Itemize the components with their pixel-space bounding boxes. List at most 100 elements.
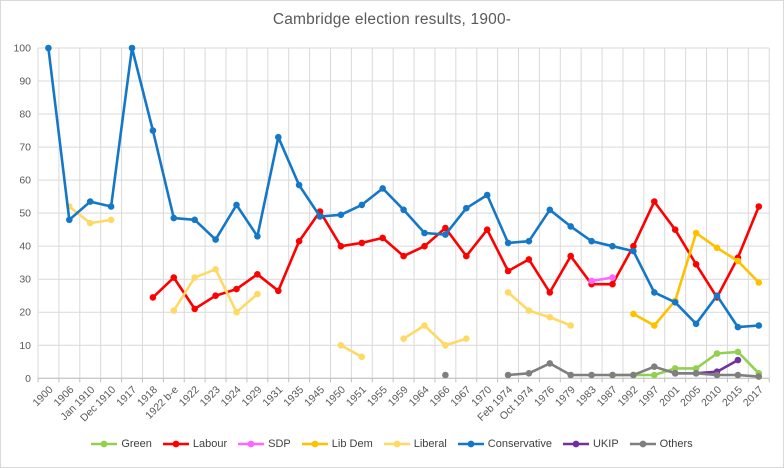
data-point-liberal bbox=[191, 274, 198, 281]
data-point-liberal bbox=[170, 307, 178, 314]
data-point-labour bbox=[630, 242, 637, 250]
data-point-green bbox=[734, 348, 742, 356]
legend-label: Conservative bbox=[487, 438, 552, 450]
data-point-labour bbox=[170, 274, 178, 281]
x-axis-tick-label: 1924 bbox=[219, 384, 244, 409]
x-axis-tick-label: 2001 bbox=[657, 384, 682, 409]
data-point-green bbox=[671, 365, 679, 372]
x-axis-tick-label: 2005 bbox=[678, 384, 703, 409]
legend-swatch-icon bbox=[383, 440, 410, 448]
data-point-others bbox=[630, 371, 637, 379]
legend-swatch-icon bbox=[238, 440, 265, 448]
data-point-conservative bbox=[275, 133, 282, 141]
data-point-conservative bbox=[713, 292, 721, 300]
x-axis-tick-label: 2017 bbox=[741, 384, 766, 409]
legend-label: SDP bbox=[268, 438, 291, 450]
data-point-conservative bbox=[755, 322, 763, 329]
data-point-labour bbox=[400, 252, 407, 260]
x-axis-tick-label: 2010 bbox=[699, 384, 724, 409]
data-point-labour bbox=[651, 198, 658, 205]
data-point-liberal bbox=[421, 322, 428, 329]
data-point-conservative bbox=[588, 237, 595, 245]
data-point-sdp bbox=[609, 274, 616, 281]
legend-swatch-icon bbox=[301, 440, 328, 448]
data-point-sdp bbox=[588, 277, 595, 285]
data-point-labour bbox=[483, 226, 491, 233]
x-axis-tick-label: 1966 bbox=[428, 384, 453, 409]
data-point-others bbox=[525, 370, 533, 377]
x-axis-tick-label: 1945 bbox=[302, 384, 327, 409]
data-point-liberal bbox=[463, 335, 470, 343]
data-point-others bbox=[546, 360, 554, 367]
data-point-labour bbox=[358, 239, 366, 247]
data-point-labour bbox=[525, 256, 533, 263]
data-point-labour bbox=[212, 292, 219, 300]
x-axis-tick-label: 2015 bbox=[720, 384, 745, 409]
legend-item-labour: Labour bbox=[162, 438, 227, 450]
data-point-conservative bbox=[692, 320, 700, 328]
data-point-conservative bbox=[567, 223, 574, 230]
data-point-conservative bbox=[295, 181, 303, 189]
y-axis-tick-label: 20 bbox=[19, 307, 31, 319]
legend-item-ukip: UKIP bbox=[562, 438, 619, 450]
data-point-labour bbox=[233, 285, 240, 293]
data-point-labour bbox=[191, 305, 198, 313]
data-point-liberal bbox=[504, 289, 512, 296]
data-point-labour bbox=[275, 287, 282, 295]
data-point-conservative bbox=[609, 242, 616, 250]
data-point-conservative bbox=[170, 214, 178, 222]
data-point-conservative bbox=[128, 44, 136, 52]
data-point-labour bbox=[567, 252, 574, 260]
data-point-lib-dem bbox=[630, 310, 637, 318]
data-point-liberal bbox=[400, 335, 407, 343]
data-point-others bbox=[567, 371, 574, 379]
legend-swatch-icon bbox=[91, 440, 118, 448]
data-point-labour bbox=[671, 226, 679, 233]
y-axis-tick-label: 60 bbox=[19, 175, 31, 187]
x-axis-tick-label: 1983 bbox=[574, 384, 599, 409]
chart-title: Cambridge election results, 1900- bbox=[272, 11, 512, 28]
legend-swatch-icon bbox=[562, 440, 589, 448]
data-point-conservative bbox=[463, 204, 470, 212]
x-axis-tick-label: 1929 bbox=[239, 384, 264, 409]
data-point-labour bbox=[609, 280, 616, 288]
data-point-lib-dem bbox=[651, 322, 658, 329]
data-point-conservative bbox=[400, 206, 407, 214]
data-point-lib-dem bbox=[734, 257, 742, 265]
data-point-conservative bbox=[107, 203, 115, 210]
data-point-liberal bbox=[358, 353, 366, 361]
legend-label: Liberal bbox=[413, 438, 447, 450]
data-point-conservative bbox=[504, 239, 512, 247]
series-line-labour bbox=[151, 200, 761, 311]
data-point-labour bbox=[295, 237, 303, 245]
data-point-conservative bbox=[734, 323, 742, 331]
y-axis-tick-label: 40 bbox=[19, 241, 31, 253]
legend-label: UKIP bbox=[592, 438, 619, 450]
data-point-conservative bbox=[212, 236, 219, 243]
data-point-others bbox=[442, 371, 449, 379]
data-point-conservative bbox=[66, 216, 73, 224]
data-point-lib-dem bbox=[692, 229, 700, 237]
x-axis-tick-label: 1992 bbox=[616, 384, 641, 409]
data-point-labour bbox=[149, 294, 157, 301]
data-point-labour bbox=[337, 242, 345, 250]
series-line-liberal bbox=[506, 291, 573, 327]
data-point-labour bbox=[692, 261, 700, 268]
data-point-labour bbox=[504, 267, 512, 275]
series-line-liberal bbox=[172, 267, 259, 314]
data-point-conservative bbox=[254, 233, 261, 240]
data-point-others bbox=[671, 370, 679, 377]
x-axis-tick-label: 1967 bbox=[448, 384, 473, 409]
data-point-labour bbox=[546, 289, 554, 296]
y-axis-tick-label: 0 bbox=[25, 373, 31, 385]
legend-item-sdp: SDP bbox=[238, 438, 291, 450]
data-point-conservative bbox=[86, 198, 94, 205]
x-axis-tick-label: 1931 bbox=[260, 384, 285, 409]
series-line-sdp bbox=[590, 276, 614, 283]
data-point-ukip bbox=[734, 356, 742, 364]
data-point-conservative bbox=[630, 247, 637, 255]
data-point-liberal bbox=[233, 308, 240, 316]
chart-legend: Green Labour SDP Lib Dem Liberal Conservative… bbox=[1, 438, 783, 450]
x-axis-tick-label: 1959 bbox=[386, 384, 411, 409]
x-axis-tick-label: 1923 bbox=[198, 384, 223, 409]
